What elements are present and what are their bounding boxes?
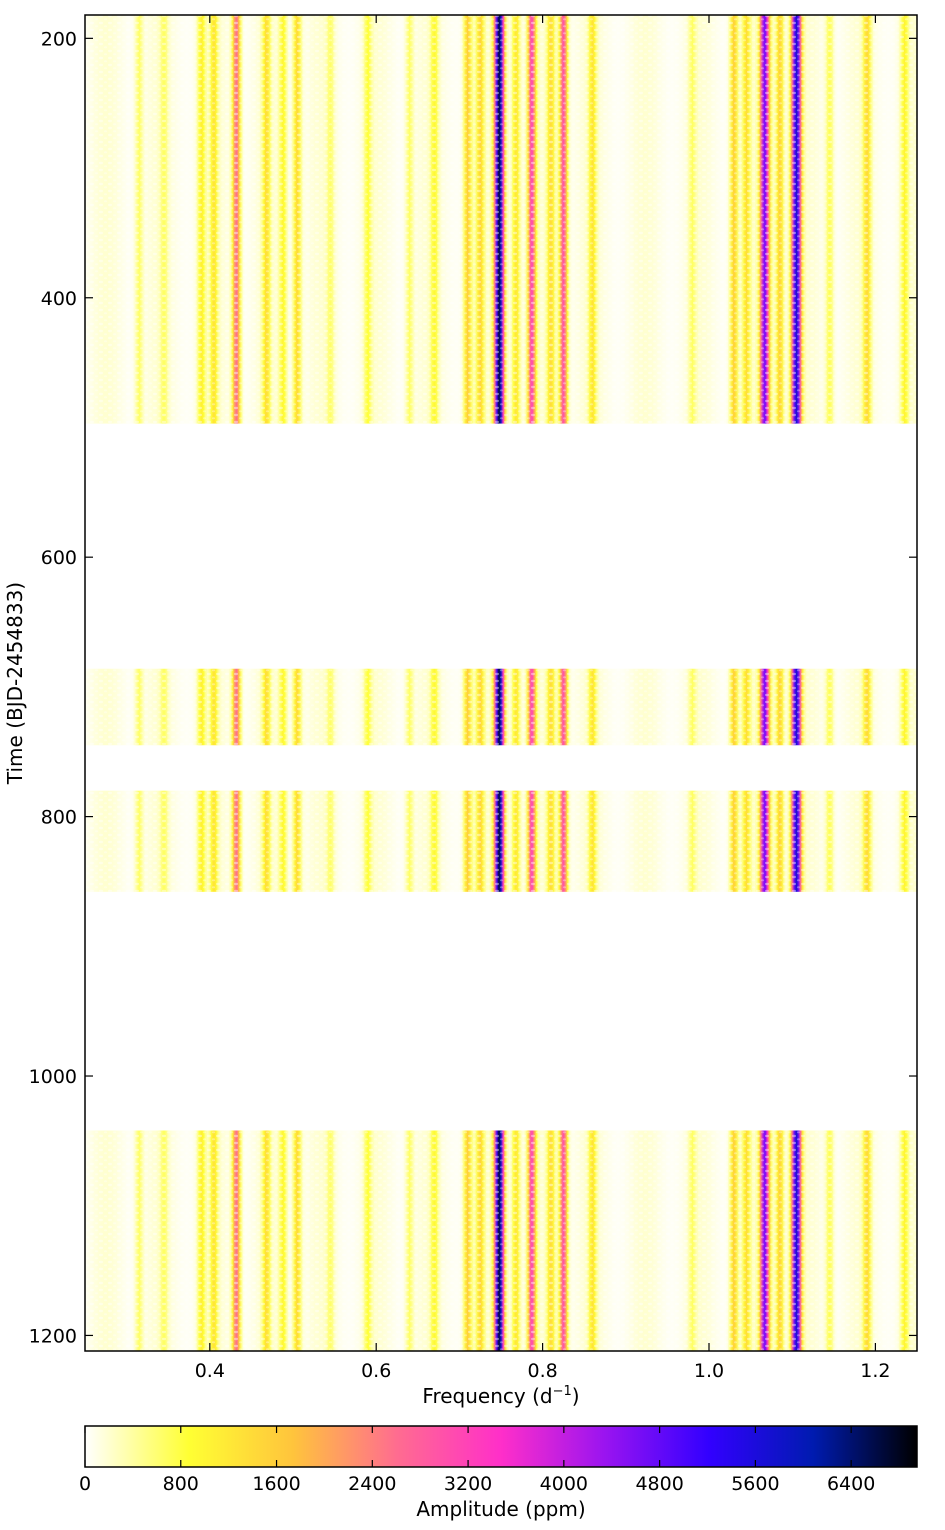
heatmap-segment-texture-3 bbox=[85, 790, 917, 892]
y-tick-label: 1200 bbox=[29, 1325, 77, 1347]
y-tick-label: 800 bbox=[41, 807, 77, 829]
heatmap-segment-texture-2 bbox=[85, 668, 917, 746]
x-tick-label: 1.0 bbox=[694, 1360, 724, 1382]
colorbar-tick-label: 2400 bbox=[348, 1473, 396, 1495]
colorbar bbox=[84, 1425, 918, 1468]
plot-frame bbox=[84, 14, 918, 1352]
y-axis-ticks: 200 400 600 800 1000 1200 bbox=[29, 28, 917, 1347]
colorbar-tick-label: 0 bbox=[79, 1473, 91, 1495]
heatmap-segment-texture-1 bbox=[85, 15, 917, 424]
x-tick-label: 0.4 bbox=[195, 1360, 225, 1382]
colorbar-tick-label: 4800 bbox=[635, 1473, 683, 1495]
y-tick-label: 200 bbox=[41, 28, 77, 50]
plot-area bbox=[85, 15, 917, 1351]
y-axis-label: Time (BJD-2454833) bbox=[3, 582, 27, 785]
x-tick-label: 1.2 bbox=[860, 1360, 890, 1382]
x-axis-label: Frequency (d−1) bbox=[422, 1384, 579, 1408]
colorbar-tick-label: 6400 bbox=[827, 1473, 875, 1495]
y-tick-label: 1000 bbox=[29, 1066, 77, 1088]
x-axis-label-close: ) bbox=[572, 1384, 580, 1408]
colorbar-tick-label: 5600 bbox=[731, 1473, 779, 1495]
colorbar-tick-label: 4000 bbox=[540, 1473, 588, 1495]
y-tick-label: 600 bbox=[41, 547, 77, 569]
x-axis-ticks: 0.4 0.6 0.8 1.0 1.2 bbox=[195, 15, 891, 1382]
x-tick-label: 0.8 bbox=[527, 1360, 557, 1382]
colorbar-label: Amplitude (ppm) bbox=[416, 1497, 585, 1521]
colorbar-tick-label: 1600 bbox=[252, 1473, 300, 1495]
colorbar-ticks: 0 800 1600 2400 3200 4000 4800 5600 6400 bbox=[79, 1426, 875, 1495]
x-tick-label: 0.6 bbox=[361, 1360, 391, 1382]
heatmap-segments bbox=[85, 15, 917, 1351]
colorbar-tick-label: 800 bbox=[163, 1473, 199, 1495]
y-tick-label: 400 bbox=[41, 288, 77, 310]
x-axis-label-superscript: −1 bbox=[553, 1384, 572, 1399]
colorbar-tick-label: 3200 bbox=[444, 1473, 492, 1495]
heatmap-segment-texture-4 bbox=[85, 1130, 917, 1351]
